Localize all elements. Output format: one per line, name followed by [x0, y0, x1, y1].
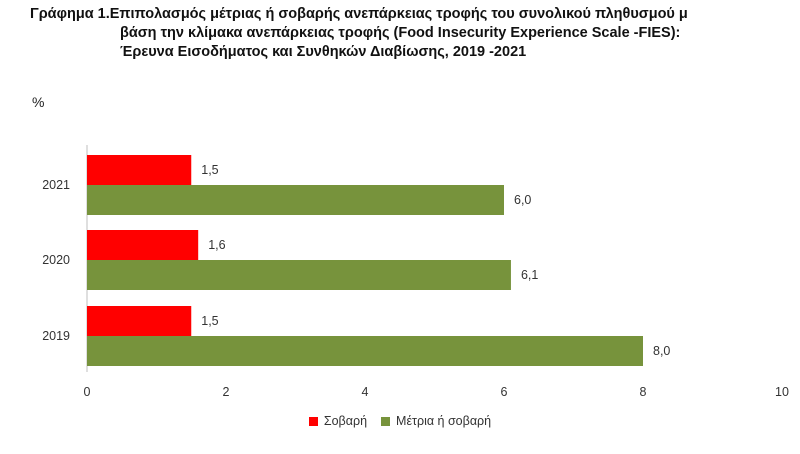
x-tick-label-6: 6: [501, 385, 508, 399]
legend: Σοβαρή Μέτρια ή σοβαρή: [0, 414, 800, 428]
chart-title: Γράφημα 1.Επιπολασμός μέτριας ή σοβαρής …: [0, 5, 800, 62]
data-label-severe-2019: 1,5: [201, 314, 218, 328]
legend-label-moderate-or-severe: Μέτρια ή σοβαρή: [396, 414, 492, 428]
legend-label-severe: Σοβαρή: [323, 414, 368, 428]
data-label-moderate-or-severe-2019: 8,0: [653, 344, 670, 358]
chart-title-line-1: Γράφημα 1.Επιπολασμός μέτριας ή σοβαρής …: [30, 6, 688, 22]
y-tick-label-2021: 2021: [42, 178, 70, 192]
y-tick-label-2020: 2020: [42, 253, 70, 267]
x-tick-label-8: 8: [640, 385, 647, 399]
y-tick-label-2019: 2019: [42, 329, 70, 343]
x-tick-label-2: 2: [223, 385, 230, 399]
data-label-severe-2021: 1,5: [201, 163, 218, 177]
legend-swatch-moderate-or-severe: [381, 416, 391, 426]
chart-title-line-3: Έρευνα Εισοδήματος και Συνθηκών Διαβίωση…: [120, 44, 527, 60]
x-tick-label-0: 0: [84, 385, 91, 399]
x-tick-label-10: 10: [775, 385, 789, 399]
bar-severe-2020: [87, 230, 199, 260]
data-label-moderate-or-severe-2021: 6,0: [514, 193, 531, 207]
legend-item-moderate-or-severe: Μέτρια ή σοβαρή: [381, 414, 491, 428]
bar-severe-2019: [87, 306, 192, 336]
chart-title-line-2: βάση την κλίμακα ανεπάρκειας τροφής (Foo…: [120, 25, 681, 41]
bar-moderate-or-severe-2020: [87, 260, 511, 290]
data-label-severe-2020: 1,6: [208, 238, 225, 252]
data-label-moderate-or-severe-2020: 6,1: [521, 268, 538, 282]
unit-label: %: [32, 94, 45, 110]
legend-swatch-severe: [308, 416, 318, 426]
legend-item-severe: Σοβαρή: [308, 414, 368, 428]
x-tick-label-4: 4: [362, 385, 369, 399]
bar-moderate-or-severe-2021: [87, 185, 504, 215]
bar-severe-2021: [87, 155, 192, 185]
bar-moderate-or-severe-2019: [87, 336, 643, 366]
